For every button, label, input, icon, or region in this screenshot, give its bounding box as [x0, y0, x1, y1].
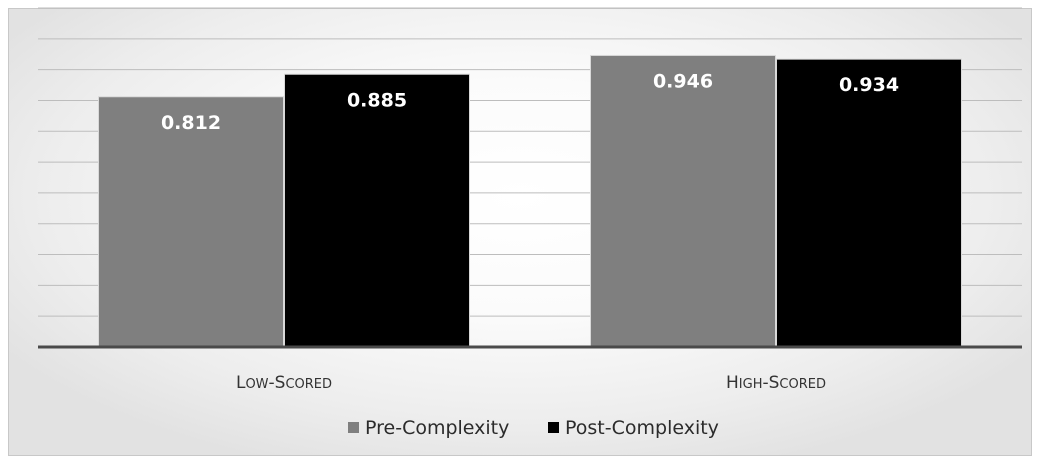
legend-swatch-1	[548, 422, 559, 433]
category-label: HIGH-SCORED	[726, 373, 826, 393]
legend-swatch-0	[348, 422, 359, 433]
bar-post-complexity-0	[284, 73, 470, 348]
category-labels: LOW-SCORED HIGH-SCORED	[236, 373, 826, 393]
legend: Pre-Complexity Post-Complexity	[348, 417, 719, 439]
data-labels: 0.812 0.885 0.946 0.934	[161, 70, 899, 133]
category-label: LOW-SCORED	[236, 373, 332, 393]
legend-label: Post-Complexity	[565, 417, 719, 439]
data-label: 0.946	[653, 70, 713, 92]
data-label: 0.812	[161, 112, 221, 134]
bars	[98, 54, 962, 348]
data-label: 0.885	[347, 89, 407, 111]
legend-label: Pre-Complexity	[365, 417, 509, 439]
data-label: 0.934	[839, 74, 899, 96]
bar-pre-complexity-1	[590, 54, 776, 348]
bar-pre-complexity-0	[98, 96, 284, 348]
bar-post-complexity-1	[776, 58, 962, 348]
